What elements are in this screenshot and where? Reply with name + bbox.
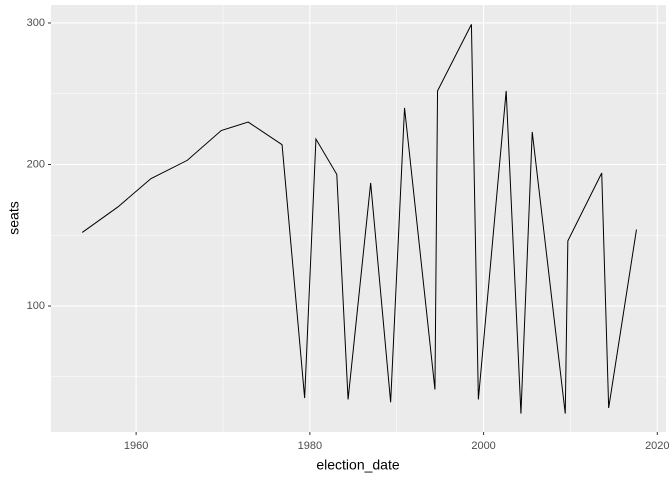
- y-tick-label: 300: [27, 17, 45, 29]
- x-tick-label: 1980: [298, 440, 322, 452]
- x-tick-label: 2000: [471, 440, 495, 452]
- y-axis-title: seats: [6, 201, 22, 234]
- x-tick-label: 1960: [124, 440, 148, 452]
- y-tick-label: 200: [27, 158, 45, 170]
- x-tick-label: 2020: [645, 440, 669, 452]
- panel: [51, 5, 666, 432]
- y-tick-label: 100: [27, 300, 45, 312]
- line: [81, 24, 637, 414]
- x-axis-title: election_date: [316, 457, 400, 473]
